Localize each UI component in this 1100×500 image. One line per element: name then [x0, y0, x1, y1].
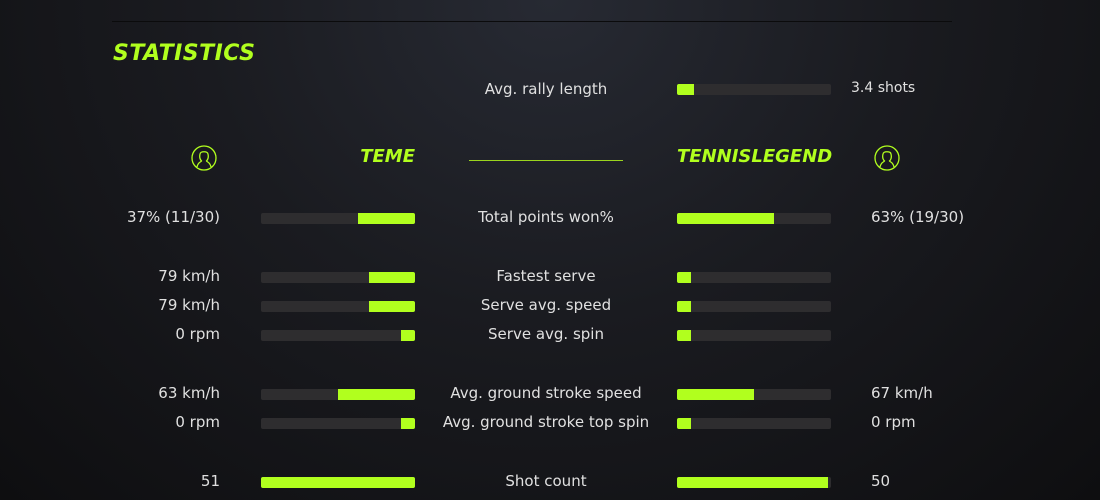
stat-label: Fastest serve [496, 267, 596, 285]
left-bar [261, 301, 415, 312]
left-bar [261, 272, 415, 283]
left-player-name: TEME [360, 146, 415, 167]
user-circle-icon [191, 145, 217, 171]
right-bar [677, 330, 831, 341]
rally-bar [677, 84, 831, 95]
right-bar-fill [677, 477, 828, 488]
right-bar-fill [677, 418, 691, 429]
left-value: 79 km/h [158, 267, 220, 285]
rally-bar-fill [677, 84, 694, 95]
stat-label: Shot count [505, 472, 587, 490]
right-bar-fill [677, 301, 691, 312]
left-value: 0 rpm [175, 413, 220, 431]
user-circle-icon [874, 145, 900, 171]
right-value: 63% (19/30) [871, 208, 965, 226]
right-bar-fill [677, 330, 691, 341]
stat-label: Total points won% [478, 208, 614, 226]
left-bar-fill [401, 330, 415, 341]
left-bar-fill [338, 389, 415, 400]
left-bar-fill [368, 272, 415, 283]
rally-value: 3.4 shots [851, 80, 916, 96]
left-bar [261, 213, 415, 224]
rally-label: Avg. rally length [484, 80, 608, 98]
right-bar [677, 389, 831, 400]
left-bar-fill [358, 213, 415, 224]
left-value: 37% (11/30) [126, 208, 220, 226]
stat-label: Serve avg. speed [480, 296, 612, 314]
right-bar [677, 213, 831, 224]
stat-label: Avg. ground stroke top spin [442, 413, 650, 431]
left-value: 63 km/h [158, 384, 220, 402]
right-player-name: TENNISLEGEND [677, 146, 833, 167]
right-value: 50 [871, 472, 891, 490]
right-bar [677, 272, 831, 283]
right-bar-fill [677, 272, 691, 283]
right-bar-fill [677, 389, 754, 400]
right-value: 67 km/h [871, 384, 933, 402]
left-value: 51 [200, 472, 220, 490]
stat-label: Avg. ground stroke speed [450, 384, 642, 402]
left-value: 79 km/h [158, 296, 220, 314]
left-bar [261, 477, 415, 488]
left-bar-fill [368, 301, 415, 312]
left-bar [261, 389, 415, 400]
right-bar [677, 477, 831, 488]
stat-label: Serve avg. spin [488, 325, 604, 343]
left-bar [261, 418, 415, 429]
section-title: STATISTICS [113, 41, 256, 66]
right-bar-fill [677, 213, 775, 224]
left-bar-fill [261, 477, 415, 488]
right-value: 0 rpm [871, 413, 916, 431]
left-bar [261, 330, 415, 341]
header-divider [469, 160, 623, 161]
left-value: 0 rpm [175, 325, 220, 343]
right-bar [677, 418, 831, 429]
right-bar [677, 301, 831, 312]
left-bar-fill [401, 418, 415, 429]
top-divider [112, 21, 952, 22]
